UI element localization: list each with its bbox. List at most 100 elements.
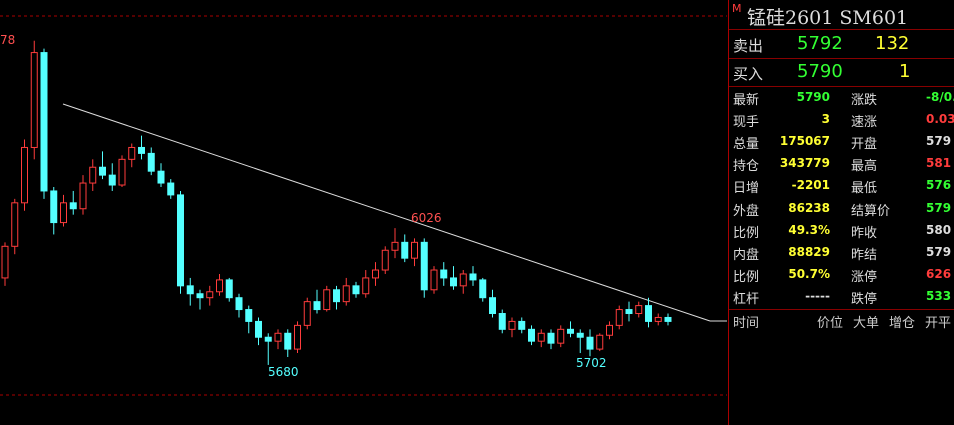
candle-body — [518, 320, 526, 330]
field-value: 0.03% — [926, 112, 954, 127]
field-label: 开盘 — [851, 137, 878, 153]
candle-body — [323, 289, 331, 311]
candle-body — [430, 269, 438, 291]
field-label: 昨收 — [851, 225, 878, 241]
field-label: 昨结 — [851, 247, 878, 263]
field-value: 581 — [926, 156, 952, 171]
candle-body — [89, 166, 97, 184]
field-value: 533 — [926, 288, 952, 303]
annotation: 78 — [0, 33, 15, 47]
candle-body — [313, 301, 321, 311]
candle-body — [157, 170, 165, 184]
price: 5790 — [797, 61, 843, 82]
candle-body — [596, 334, 604, 350]
candle-body — [635, 305, 643, 315]
field-label: 跌停 — [851, 291, 878, 307]
separator — [729, 309, 954, 310]
candle-body — [138, 146, 145, 154]
column-header: 增仓 — [889, 316, 916, 331]
candle-body — [606, 324, 613, 336]
candle-body — [479, 279, 487, 299]
candle-body — [654, 316, 662, 322]
candle-body — [274, 332, 282, 342]
candle-body — [60, 202, 67, 224]
candle-body — [333, 289, 340, 303]
candle-body — [459, 273, 467, 287]
candle-body — [381, 249, 389, 271]
candle-body — [489, 297, 496, 315]
candle-body — [21, 146, 28, 204]
separator — [729, 86, 954, 87]
column-header: 大单 — [853, 316, 880, 331]
field-value: 50.7% — [788, 266, 830, 281]
candle-body — [99, 166, 106, 176]
field-label: 比例 — [733, 225, 760, 241]
separator — [729, 29, 954, 30]
field-label: 最高 — [851, 159, 878, 175]
candle-body — [284, 332, 292, 350]
flag: M — [732, 2, 742, 15]
candle-body — [294, 324, 301, 350]
candle-body — [537, 332, 545, 342]
field-label: 速涨 — [851, 115, 878, 131]
annotation: 6026 — [411, 211, 442, 225]
annotation: 5702 — [576, 356, 607, 370]
candle-body — [528, 328, 535, 342]
candle-body — [128, 146, 136, 160]
candle-body — [196, 293, 204, 299]
field-label: 持仓 — [733, 159, 760, 175]
field-label: 涨停 — [851, 269, 878, 285]
label: 卖出 — [733, 37, 764, 55]
candle-body — [342, 285, 350, 303]
trend-line — [62, 103, 711, 322]
candle-body — [469, 273, 477, 281]
field-value: 579 — [926, 134, 952, 149]
candle-body — [40, 52, 48, 192]
field-value: 579 — [926, 244, 952, 259]
candle-body — [576, 332, 584, 338]
field-label: 总量 — [733, 137, 760, 153]
candle-body — [372, 269, 379, 279]
candle-body — [586, 336, 594, 350]
field-value: ----- — [805, 288, 830, 303]
candle-body — [352, 285, 360, 295]
field-value: 579 — [926, 200, 952, 215]
field-value: 88829 — [788, 244, 830, 259]
field-value: 5790 — [796, 90, 830, 104]
candle-body — [186, 285, 194, 295]
candle-body — [567, 328, 574, 334]
field-label: 外盘 — [733, 203, 760, 219]
column-header: 价位 — [817, 316, 844, 331]
quote-panel: M 锰硅2601 SM601 卖出 5792 132 买入 5790 1 最新 5… — [728, 0, 954, 425]
label: 买入 — [733, 65, 764, 83]
candle-body — [167, 182, 175, 196]
candle-body — [11, 202, 19, 247]
column-header: 开平 — [925, 316, 952, 331]
field-label: 结算价 — [851, 203, 891, 219]
field-label: 最新 — [733, 93, 760, 108]
candle-body — [645, 305, 652, 322]
field-value: -2201 — [791, 178, 830, 193]
volume: 1 — [899, 61, 911, 82]
candle-body — [50, 190, 58, 224]
candle-body — [391, 241, 399, 251]
candle-body — [557, 328, 565, 344]
field-value: 175067 — [779, 134, 830, 149]
candle-body — [235, 297, 243, 311]
candle-body — [206, 291, 214, 299]
candle-body — [303, 301, 311, 326]
field-label: 比例 — [733, 269, 760, 285]
candle-body — [225, 279, 233, 299]
candle-body — [69, 202, 77, 210]
candle-body — [245, 309, 253, 322]
title: 锰硅2601 SM601 — [747, 7, 909, 29]
candle-body — [79, 182, 87, 210]
candle-body — [420, 241, 428, 291]
candle-body — [118, 158, 126, 186]
price: 5792 — [797, 33, 843, 54]
candle-body — [147, 152, 155, 172]
field-label: 日增 — [733, 181, 760, 197]
field-value: 343779 — [779, 156, 830, 171]
chart: 78 6026 5680 5702 — [0, 15, 727, 396]
